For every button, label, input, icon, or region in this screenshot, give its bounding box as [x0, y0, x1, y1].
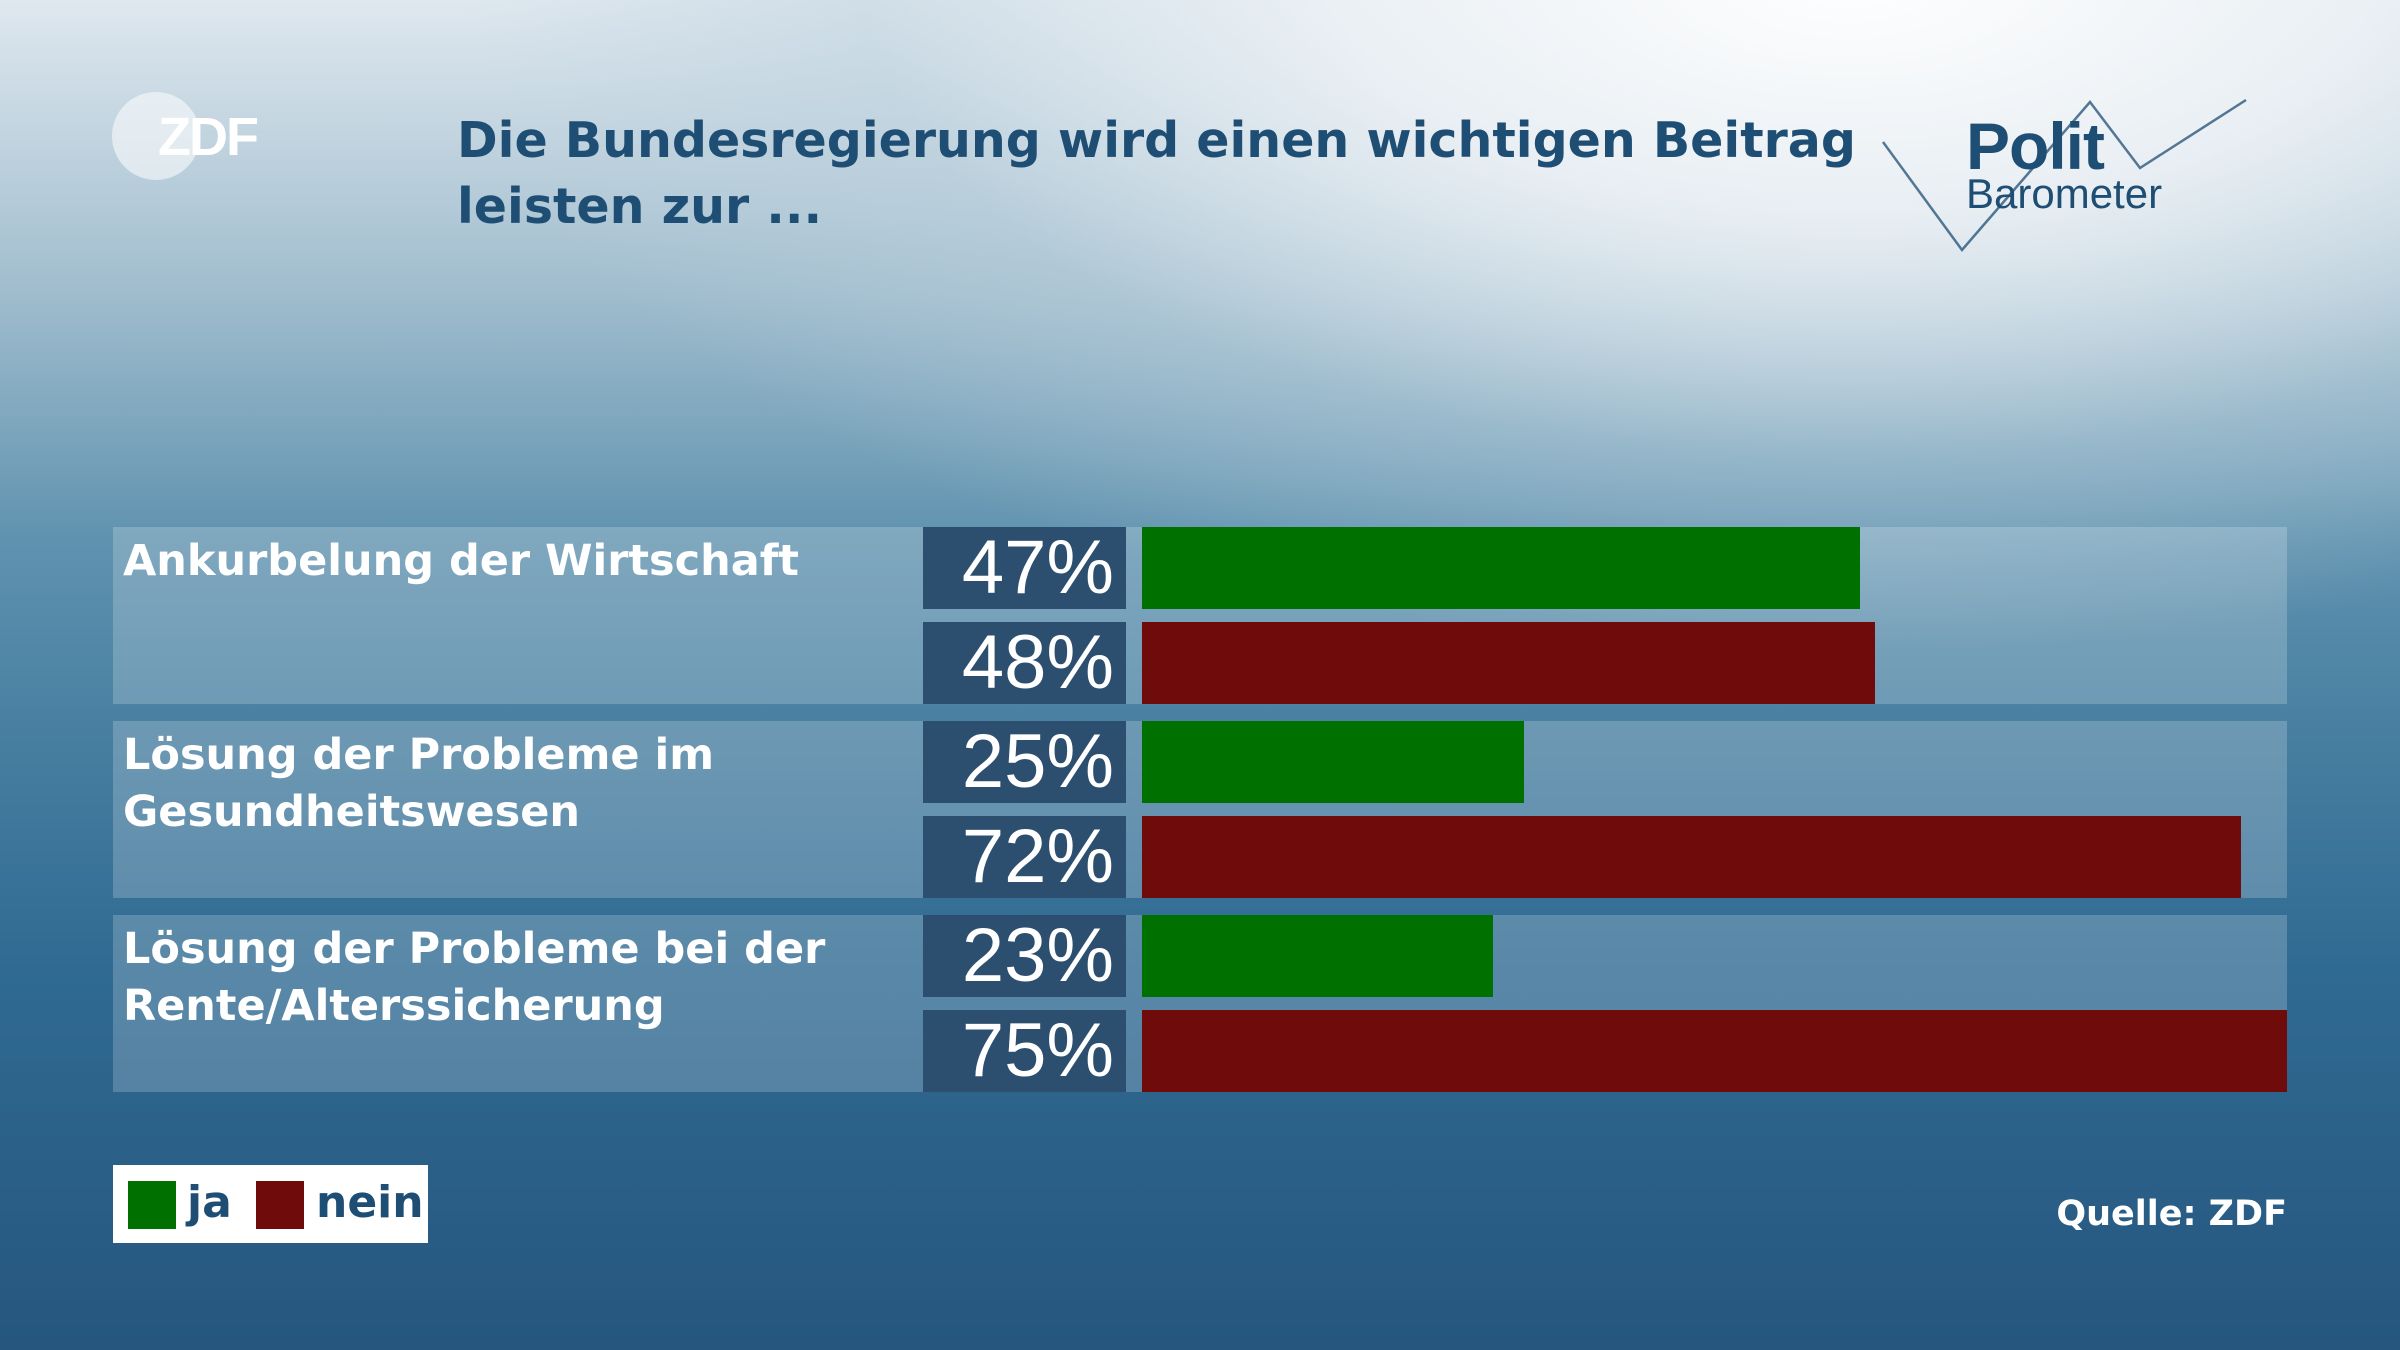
category-label: Ankurbelung der Wirtschaft: [123, 536, 799, 586]
chart-title: Die Bundesregierung wird einen wichtigen…: [457, 108, 1857, 240]
category-group: Lösung der Probleme im Gesundheitswesen 2…: [113, 721, 2287, 898]
bar-nein: [1142, 622, 1875, 704]
legend: ja nein: [113, 1165, 428, 1243]
politbarometer-logo: Polit Barometer: [1880, 96, 2250, 256]
chart-title-line-2: leisten zur ...: [457, 178, 823, 235]
bar-nein: [1142, 816, 2241, 898]
value-label-ja: 23%: [923, 915, 1126, 997]
bar-ja: [1142, 721, 1524, 803]
value-label-nein: 75%: [923, 1010, 1126, 1092]
category-label: Lösung der Probleme im Gesundheitswesen: [123, 730, 715, 837]
value-label-ja: 47%: [923, 527, 1126, 609]
zdf-logo-circle: [112, 92, 200, 180]
category-label-panel: Ankurbelung der Wirtschaft: [113, 527, 921, 704]
category-label: Lösung der Probleme bei der Rente/Alters…: [123, 924, 826, 1031]
bar-chart: Ankurbelung der Wirtschaft 47% 48% Lösung d…: [113, 527, 2287, 1095]
source-note: Quelle: ZDF: [2056, 1194, 2287, 1234]
chart-title-line-1: Die Bundesregierung wird einen wichtigen…: [457, 112, 1856, 169]
zdf-logo-text: ZDF: [158, 107, 259, 167]
category-label-panel: Lösung der Probleme bei der Rente/Alters…: [113, 915, 921, 1092]
category-group: Lösung der Probleme bei der Rente/Alters…: [113, 915, 2287, 1092]
value-label-nein: 48%: [923, 622, 1126, 704]
category-group: Ankurbelung der Wirtschaft 47% 48%: [113, 527, 2287, 704]
legend-swatch-ja: [128, 1181, 176, 1229]
legend-label-nein: nein: [316, 1177, 424, 1228]
value-label-nein: 72%: [923, 816, 1126, 898]
politbarometer-word-barometer: Barometer: [1966, 170, 2163, 217]
category-label-panel: Lösung der Probleme im Gesundheitswesen: [113, 721, 921, 898]
zdf-logo: ZDF: [112, 92, 272, 182]
politbarometer-word-polit: Polit: [1966, 109, 2105, 183]
bar-nein: [1142, 1010, 2287, 1092]
bar-ja: [1142, 915, 1493, 997]
value-label-ja: 25%: [923, 721, 1126, 803]
legend-label-ja: ja: [187, 1177, 232, 1228]
politbarometer-zigzag-icon: [1881, 98, 2247, 253]
legend-swatch-nein: [256, 1181, 304, 1229]
bar-ja: [1142, 527, 1860, 609]
